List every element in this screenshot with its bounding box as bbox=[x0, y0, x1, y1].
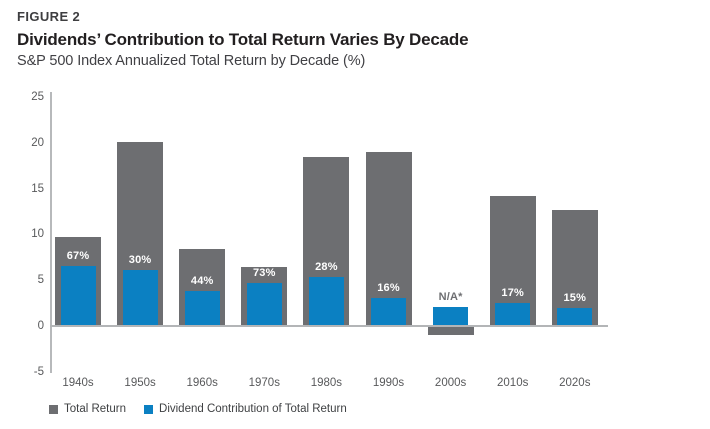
chart-subtitle: S&P 500 Index Annualized Total Return by… bbox=[17, 53, 366, 69]
bar-value-label-1980s: 28% bbox=[315, 261, 338, 274]
bar-dividend-contribution-1980s bbox=[308, 277, 344, 325]
bar-dividend-contribution-2020s bbox=[557, 307, 593, 325]
chart-legend: Total Return Dividend Contribution of To… bbox=[49, 402, 347, 416]
bar-value-label-2020s: 15% bbox=[563, 291, 587, 304]
bar-total-return-2000s bbox=[427, 327, 474, 336]
bar-dividend-contribution-1970s bbox=[246, 282, 282, 325]
x-axis-label-1970s: 1970s bbox=[248, 377, 280, 389]
x-axis-label-2010s: 2010s bbox=[497, 377, 529, 389]
y-axis-tick-label: 20 bbox=[31, 136, 44, 149]
bar-dividend-contribution-2000s bbox=[433, 306, 469, 325]
legend-item-dividend-contribution: Dividend Contribution of Total Return bbox=[144, 402, 347, 416]
x-axis-label-1950s: 1950s bbox=[124, 377, 156, 389]
bar-value-label-1990s: 16% bbox=[377, 281, 400, 294]
chart-header: FIGURE 2 Dividends’ Contribution to Tota… bbox=[17, 8, 677, 71]
legend-label-dividend-contribution: Dividend Contribution of Total Return bbox=[159, 403, 347, 415]
x-axis-label-2000s: 2000s bbox=[434, 377, 467, 389]
bar-value-label-1950s: 30% bbox=[128, 254, 152, 267]
bar-total-return-2020s bbox=[551, 209, 598, 325]
legend-item-total-return: Total Return bbox=[49, 402, 126, 416]
x-axis-label-1940s: 1940s bbox=[62, 377, 94, 389]
zero-axis-line bbox=[50, 325, 608, 327]
y-axis-tick-label: 15 bbox=[31, 182, 44, 195]
y-axis-tick-label: 25 bbox=[31, 91, 44, 103]
x-axis-label-1980s: 1980s bbox=[310, 377, 343, 389]
y-axis-tick-label: 10 bbox=[31, 228, 44, 241]
y-axis-line bbox=[50, 92, 52, 373]
bar-dividend-contribution-1960s bbox=[184, 291, 220, 325]
bar-dividend-contribution-1950s bbox=[122, 270, 158, 325]
bar-dividend-contribution-2010s bbox=[495, 303, 531, 325]
y-axis-tick-label: 0 bbox=[37, 320, 44, 332]
bar-total-return-1990s bbox=[365, 151, 412, 325]
bar-dividend-contribution-1940s bbox=[60, 266, 96, 325]
x-axis-label-1990s: 1990s bbox=[372, 377, 405, 389]
figure-label: FIGURE 2 bbox=[17, 9, 81, 24]
bar-value-label-2010s: 17% bbox=[501, 287, 524, 300]
y-axis-tick-label: 5 bbox=[37, 274, 44, 287]
legend-swatch-dividend-contribution-icon bbox=[144, 405, 154, 414]
bar-value-label-2000s: N/A* bbox=[438, 290, 463, 303]
legend-label-total-return: Total Return bbox=[64, 403, 127, 415]
x-axis-label-2020s: 2020s bbox=[559, 377, 591, 389]
bar-value-label-1970s: 73% bbox=[252, 266, 276, 279]
chart-title: Dividends’ Contribution to Total Return … bbox=[17, 30, 469, 49]
x-axis-label-1960s: 1960s bbox=[186, 377, 218, 389]
bar-value-label-1940s: 67% bbox=[66, 250, 90, 263]
bar-value-label-1960s: 44% bbox=[190, 275, 214, 288]
bar-dividend-contribution-1990s bbox=[371, 297, 406, 325]
y-axis-tick-label: -5 bbox=[33, 365, 44, 378]
legend-swatch-total-return-icon bbox=[49, 405, 58, 414]
